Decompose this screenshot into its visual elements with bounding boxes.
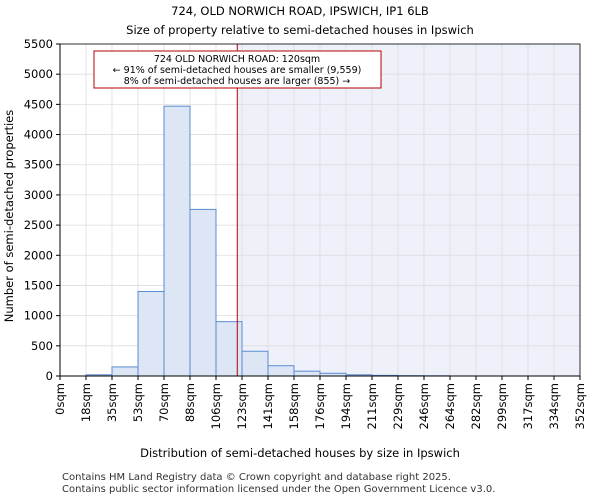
- footer-line-2: Contains public sector information licen…: [62, 484, 495, 495]
- x-tick-label: 106sqm: [209, 383, 223, 429]
- x-tick-label: 70sqm: [157, 383, 171, 422]
- y-tick-label: 5500: [24, 37, 53, 51]
- x-tick-label: 282sqm: [469, 383, 483, 429]
- bar: [164, 106, 190, 376]
- x-tick-label: 211sqm: [365, 383, 379, 429]
- bar: [294, 371, 320, 376]
- bar: [112, 367, 138, 376]
- x-tick-label: 141sqm: [261, 383, 275, 429]
- y-tick-label: 500: [31, 339, 53, 353]
- y-tick-label: 2500: [24, 218, 53, 232]
- x-tick-label: 246sqm: [417, 383, 431, 429]
- y-axis-label: Number of semi-detached properties: [2, 110, 16, 322]
- y-tick-label: 3000: [24, 188, 53, 202]
- y-tick-label: 3500: [24, 158, 53, 172]
- y-tick-label: 1500: [24, 278, 53, 292]
- annotation-line2: ← 91% of semi-detached houses are smalle…: [113, 65, 362, 76]
- chart-title-line2: Size of property relative to semi-detach…: [126, 23, 474, 37]
- chart-title-line1: 724, OLD NORWICH ROAD, IPSWICH, IP1 6LB: [171, 4, 429, 18]
- x-tick-label: 123sqm: [235, 383, 249, 429]
- x-axis-label: Distribution of semi-detached houses by …: [140, 446, 460, 460]
- highlight-region-larger: [237, 44, 580, 376]
- y-tick-label: 5000: [24, 67, 53, 81]
- bar: [242, 351, 268, 376]
- x-tick-label: 229sqm: [391, 383, 405, 429]
- x-tick-label: 158sqm: [287, 383, 301, 429]
- footer-line-1: Contains HM Land Registry data © Crown c…: [62, 472, 451, 483]
- y-tick-label: 0: [46, 369, 53, 383]
- y-tick-label: 4500: [24, 97, 53, 111]
- annotation-line3: 8% of semi-detached houses are larger (8…: [124, 76, 351, 87]
- bar: [138, 291, 164, 376]
- x-tick-label: 352sqm: [573, 383, 587, 429]
- x-tick-label: 18sqm: [79, 383, 93, 422]
- x-tick-label: 264sqm: [443, 383, 457, 429]
- annotation-box: 724 OLD NORWICH ROAD: 120sqm ← 91% of se…: [94, 51, 381, 88]
- x-tick-label: 53sqm: [131, 383, 145, 422]
- x-tick-label: 299sqm: [495, 383, 509, 429]
- x-tick-label: 176sqm: [313, 383, 327, 429]
- x-tick-label: 194sqm: [339, 383, 353, 429]
- x-tick-label: 0sqm: [53, 383, 67, 415]
- annotation-line1: 724 OLD NORWICH ROAD: 120sqm: [154, 54, 320, 65]
- y-tick-label: 1000: [24, 309, 53, 323]
- x-tick-label: 334sqm: [547, 383, 561, 429]
- bar: [216, 322, 242, 376]
- y-tick-label: 2000: [24, 248, 53, 262]
- x-tick-label: 317sqm: [521, 383, 535, 429]
- x-ticks: 0sqm 18sqm 35sqm 53sqm 70sqm 88sqm 106sqm 123sq…: [53, 376, 587, 429]
- x-tick-label: 35sqm: [105, 383, 119, 422]
- y-tick-label: 4000: [24, 128, 53, 142]
- y-ticks: 0 500 1000 1500 2000 2500 3000 3500 4000 4500 5000…: [24, 37, 60, 383]
- bar: [268, 366, 294, 376]
- bar: [190, 209, 216, 376]
- x-tick-label: 88sqm: [183, 383, 197, 422]
